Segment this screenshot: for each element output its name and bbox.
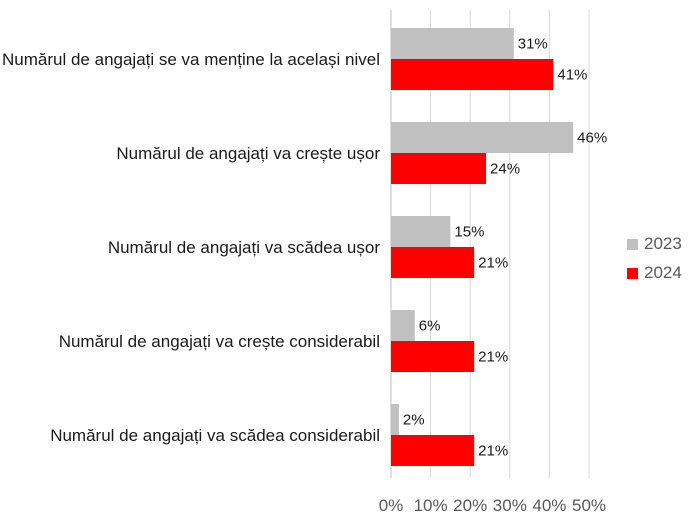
- category-labels: Numărul de angajați se va menține la ace…: [2, 50, 380, 445]
- legend-swatch-2024: [627, 268, 638, 279]
- x-tick-label: 30%: [493, 496, 527, 515]
- x-axis-tick-labels: 0% 10% 20% 30% 40% 50%: [379, 496, 606, 515]
- legend: 2023 2024: [627, 234, 682, 282]
- bar-2024: [391, 247, 475, 278]
- bar-2023: [391, 404, 399, 435]
- bar-2024: [391, 435, 475, 466]
- legend-label-2023: 2023: [644, 234, 682, 253]
- bar-2023: [391, 216, 451, 247]
- x-tick-label: 40%: [532, 496, 566, 515]
- bar-2023: [391, 28, 514, 59]
- x-tick-label: 10%: [414, 496, 448, 515]
- bars: [391, 28, 574, 466]
- data-label-2023: 46%: [577, 130, 607, 147]
- data-label-2024: 41%: [557, 67, 587, 84]
- legend-swatch-2023: [627, 239, 638, 250]
- category-label: Numărul de angajați va crește ușor: [116, 144, 380, 163]
- data-label-2023: 6%: [419, 318, 441, 335]
- data-label-2024: 21%: [478, 255, 508, 272]
- data-label-2023: 15%: [454, 224, 484, 241]
- x-tick-label: 20%: [453, 496, 487, 515]
- data-label-2024: 24%: [490, 161, 520, 178]
- category-label: Numărul de angajați se va menține la ace…: [2, 50, 380, 69]
- data-label-2023: 2%: [403, 412, 425, 429]
- bar-2023: [391, 122, 574, 153]
- category-label: Numărul de angajați va scădea ușor: [108, 238, 380, 257]
- legend-label-2024: 2024: [644, 263, 682, 282]
- data-labels: 31% 41% 46% 24% 15% 21% 6% 21% 2% 21%: [403, 36, 607, 460]
- x-tick-label: 0%: [379, 496, 404, 515]
- bar-2024: [391, 153, 487, 184]
- bar-2024: [391, 59, 554, 90]
- category-label: Numărul de angajați va crește considerab…: [59, 332, 380, 351]
- bar-2024: [391, 341, 475, 372]
- bar-2023: [391, 310, 415, 341]
- data-label-2023: 31%: [518, 36, 548, 53]
- category-label: Numărul de angajați va scădea considerab…: [50, 426, 380, 445]
- data-label-2024: 21%: [478, 443, 508, 460]
- data-label-2024: 21%: [478, 349, 508, 366]
- x-tick-label: 50%: [572, 496, 606, 515]
